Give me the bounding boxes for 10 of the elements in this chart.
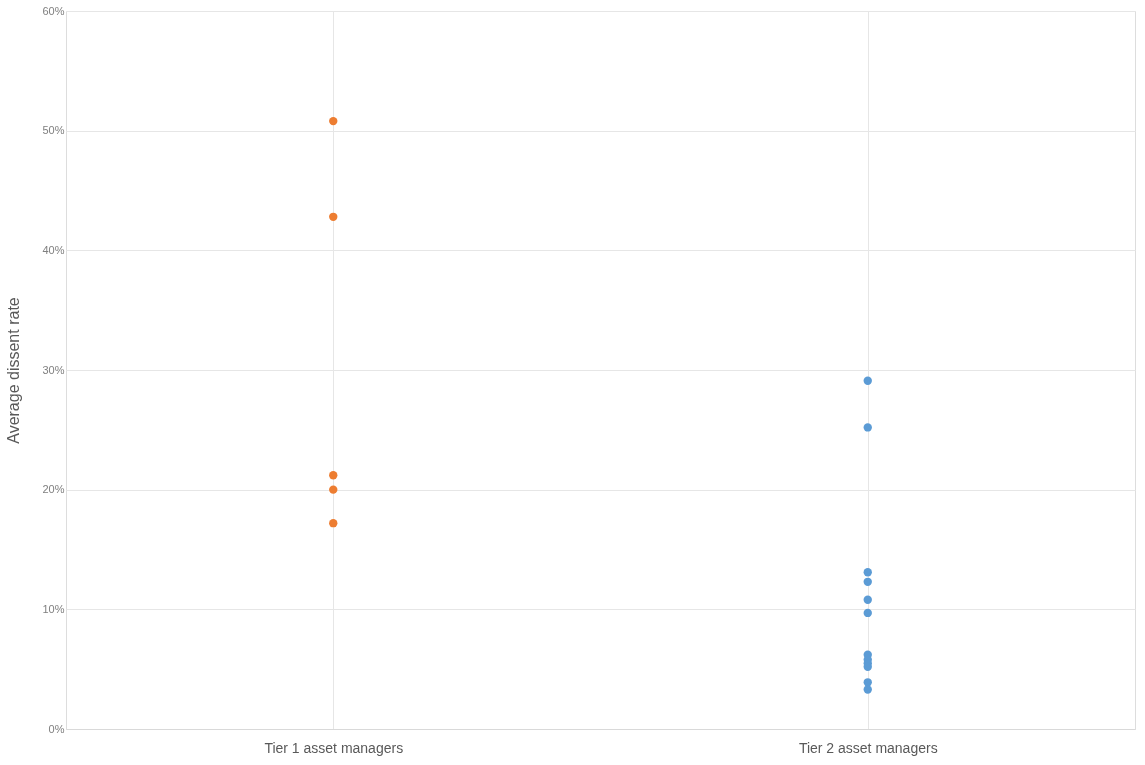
x-tick-label: Tier 1 asset managers xyxy=(264,739,404,756)
y-tick-label: 10% xyxy=(42,602,65,615)
y-tick-label: 60% xyxy=(42,4,65,17)
y-tick-label: 20% xyxy=(42,483,65,496)
y-tick-label: 50% xyxy=(42,124,65,137)
y-tick-label: 30% xyxy=(42,363,65,376)
y-tick-label: 0% xyxy=(48,722,65,735)
x-tick-label: Tier 2 asset managers xyxy=(798,739,938,756)
y-axis-title: Average dissent rate xyxy=(5,297,23,444)
y-tick-label: 40% xyxy=(42,243,65,256)
